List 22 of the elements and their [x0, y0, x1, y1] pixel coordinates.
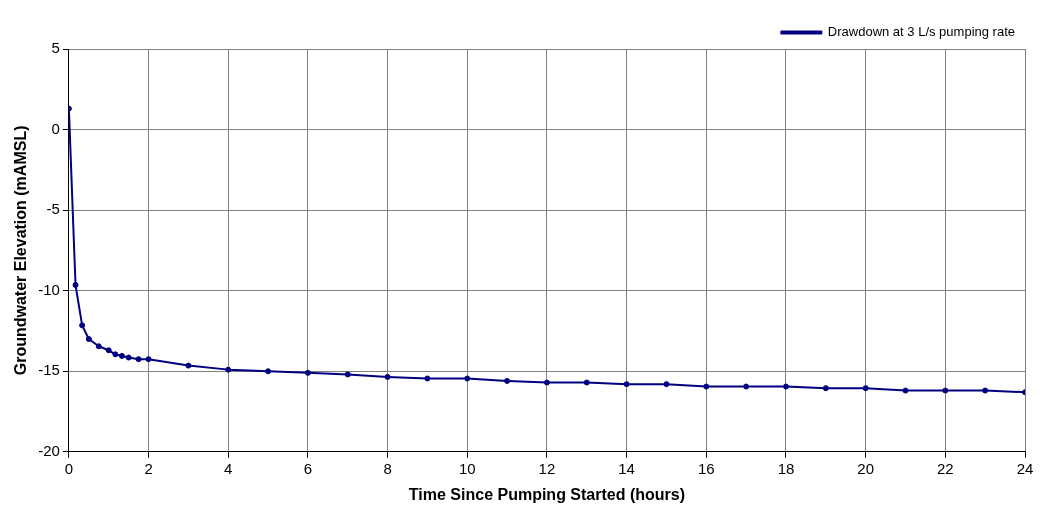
x-axis-title: Time Since Pumping Started (hours): [408, 485, 686, 503]
x-tick-label: 12: [538, 459, 556, 477]
x-tick-label: 18: [777, 459, 795, 477]
legend-label: Drawdown at 3 L/s pumping rate: [827, 24, 1015, 40]
y-tick-label: 5: [51, 39, 60, 57]
x-tick-label: 6: [303, 459, 313, 477]
y-tick-label: 0: [51, 119, 60, 137]
x-tick-label: 24: [1016, 459, 1034, 477]
y-axis-title: Groundwater Elevation (mAMSL): [12, 125, 30, 376]
x-tick-label: 16: [697, 459, 715, 477]
y-tick-label: -20: [38, 441, 60, 459]
x-tick-label: 14: [618, 459, 635, 477]
x-tick-label: 8: [383, 459, 392, 477]
x-tick-label: 20: [857, 459, 874, 477]
x-tick-label: 2: [144, 459, 153, 477]
x-tick-label: 10: [458, 459, 476, 477]
y-tick-label: -10: [38, 280, 60, 298]
x-tick-label: 22: [936, 459, 954, 477]
x-tick-label: 0: [64, 459, 74, 477]
y-tick-label: -5: [46, 200, 60, 218]
x-tick-label: 4: [224, 459, 233, 477]
y-tick-label: -15: [38, 361, 60, 379]
